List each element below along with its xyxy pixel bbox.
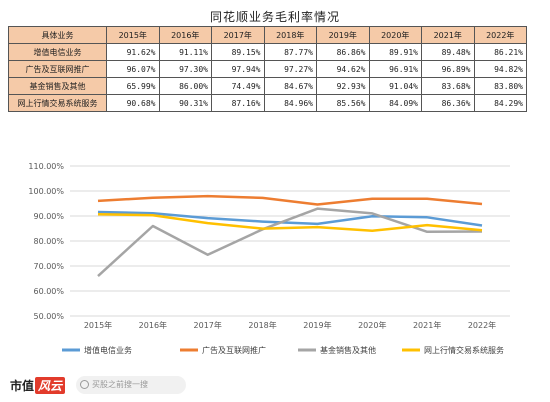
table-cell: 84.09% [368,94,422,112]
table-header-year: 2020年 [368,26,422,44]
table-cell: 65.99% [106,77,160,95]
x-tick-label: 2018年 [248,320,276,330]
y-tick-label: 100.00% [28,187,64,196]
x-axis: 2015年 2016年 2017年 2018年 2019年 2020年 2021年 2022年 [84,320,496,330]
table-cell: 86.21% [473,43,527,61]
y-tick-label: 50.00% [33,312,64,321]
table-row-label: 广告及互联网推广 [8,60,107,78]
table-row-label: 网上行情交易系统服务 [8,94,107,112]
table-header-year: 2022年 [473,26,527,44]
table-row: 增值电信业务 91.62% 91.11% 89.15% 87.77% 86.86… [8,43,527,61]
y-tick-label: 60.00% [33,287,64,296]
x-tick-label: 2015年 [84,320,112,330]
table-cell: 84.29% [473,94,527,112]
brand-badge: 风云 [35,377,66,394]
page-title: 同花顺业务毛利率情况 [209,10,340,24]
y-tick-label: 110.00% [28,162,64,171]
x-tick-label: 2020年 [358,320,386,330]
table-cell: 84.96% [263,94,317,112]
table-cell: 94.62% [316,60,370,78]
table-cell: 86.86% [316,43,370,61]
series-line [97,207,483,277]
table-header-year: 2019年 [316,26,370,44]
table-cell: 87.77% [263,43,317,61]
table-cell: 91.11% [158,43,212,61]
legend-label: 广告及互联网推广 [202,345,266,355]
y-tick-label: 90.00% [33,212,64,221]
table-cell: 97.30% [158,60,212,78]
table-cell: 86.00% [158,77,212,95]
search-placeholder: 买股之前搜一搜 [92,380,148,389]
table-cell: 86.36% [421,94,475,112]
table-row: 网上行情交易系统服务 90.68% 90.31% 87.16% 84.96% 8… [8,94,527,112]
chart-legend: 增值电信业务 广告及互联网推广 基金销售及其他 网上行情交易系统服务 [62,345,504,355]
table-header-year: 2016年 [158,26,212,44]
brand-name: 市值 [10,379,35,393]
series-line [97,213,483,233]
table-header-row: 具体业务 2015年 2016年 2017年 2018年 2019年 2020年… [8,26,527,44]
y-axis: 50.00% 60.00% 70.00% 80.00% 90.00% 100.00% 110… [28,162,64,321]
x-tick-label: 2019年 [303,320,331,330]
table-cell: 89.48% [421,43,475,61]
table-header-year: 2015年 [106,26,160,44]
table-row-label: 基金销售及其他 [8,77,107,95]
table-header-label: 具体业务 [8,26,107,44]
search-input[interactable]: 买股之前搜一搜 [76,376,186,394]
legend-label: 增值电信业务 [84,345,132,355]
legend-label: 网上行情交易系统服务 [424,345,504,355]
table-cell: 90.68% [106,94,160,112]
gross-margin-table: 具体业务 2015年 2016年 2017年 2018年 2019年 2020年… [8,26,527,112]
table-row-label: 增值电信业务 [8,43,107,61]
table-header-year: 2021年 [421,26,475,44]
table-cell: 91.04% [368,77,422,95]
y-tick-label: 70.00% [33,262,64,271]
table-cell: 90.31% [158,94,212,112]
table-cell: 89.15% [211,43,265,61]
table-cell: 74.49% [211,77,265,95]
table-cell: 91.62% [106,43,160,61]
series-line [97,194,483,206]
table-cell: 84.67% [263,77,317,95]
line-chart: 50.00% 60.00% 70.00% 80.00% 90.00% 100.00% 110… [28,162,510,355]
table-cell: 94.82% [473,60,527,78]
series-line [97,210,483,227]
chart-series [97,194,483,277]
table-row: 广告及互联网推广 96.07% 97.30% 97.94% 97.27% 94.… [8,60,527,78]
table-cell: 89.91% [368,43,422,61]
table-header-year: 2017年 [211,26,265,44]
table-cell: 97.94% [211,60,265,78]
table-row: 基金销售及其他 65.99% 86.00% 74.49% 84.67% 92.9… [8,77,527,95]
table-cell: 85.56% [316,94,370,112]
table-cell: 83.80% [473,77,527,95]
search-icon [80,380,89,389]
brand-logo[interactable]: 市值 风云 [10,377,66,394]
table-cell: 83.68% [421,77,475,95]
x-tick-label: 2022年 [468,320,496,330]
table-cell: 96.89% [421,60,475,78]
x-tick-label: 2017年 [194,320,222,330]
table-header-year: 2018年 [263,26,317,44]
table-cell: 97.27% [263,60,317,78]
footer-bar: 市值 风云 买股之前搜一搜 [0,370,550,402]
x-tick-label: 2021年 [413,320,441,330]
table-cell: 87.16% [211,94,265,112]
table-cell: 92.93% [316,77,370,95]
table-cell: 96.91% [368,60,422,78]
x-tick-label: 2016年 [139,320,167,330]
table-cell: 96.07% [106,60,160,78]
legend-label: 基金销售及其他 [320,345,376,355]
y-tick-label: 80.00% [33,237,64,246]
